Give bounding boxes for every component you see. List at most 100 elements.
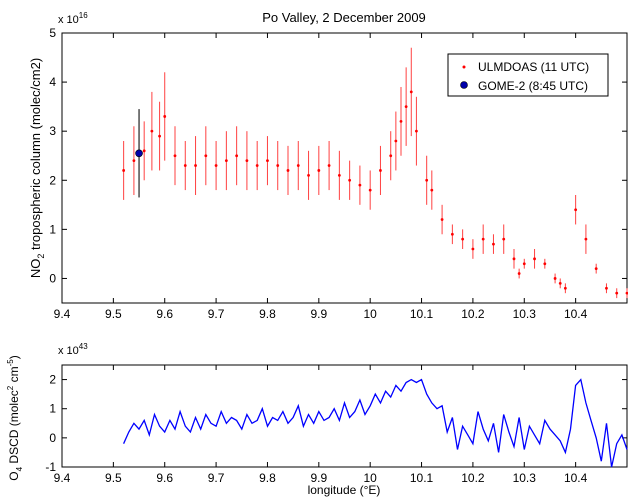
ulmdoas-point <box>158 134 161 138</box>
ulmdoas-point <box>502 237 506 241</box>
x-tick-label-bottom: 10.1 <box>410 471 434 485</box>
ulmdoas-point <box>522 262 526 266</box>
x-tick-label-bottom: 10.4 <box>564 471 588 485</box>
ulmdoas-point <box>481 237 485 241</box>
ulmdoas-point <box>415 129 418 133</box>
y-tick-label-bottom: 2 <box>49 373 56 387</box>
ulmdoas-point <box>389 154 393 158</box>
ulmdoas-point <box>286 169 290 172</box>
bottom-y-axis-label: O4 DSCD (molec2 cm-5) <box>6 355 24 480</box>
ulmdoas-point <box>605 286 608 290</box>
ulmdoas-point <box>173 154 177 158</box>
gome2-point <box>135 149 143 158</box>
ulmdoas-point <box>276 164 280 167</box>
y-tick-label-top: 0 <box>49 271 56 285</box>
top-plot-frame <box>61 32 628 304</box>
ulmdoas-point <box>255 164 259 167</box>
ulmdoas-point <box>543 262 547 266</box>
legend-label-ulmdoas: ULMDOAS (11 UTC) <box>478 60 589 74</box>
x-tick-label-top: 10.4 <box>564 307 588 321</box>
x-tick-label-bottom: 9.7 <box>208 471 225 485</box>
ulmdoas-point <box>430 188 434 192</box>
x-tick-label-top: 10.2 <box>461 307 485 321</box>
ulmdoas-point <box>471 247 475 251</box>
x-tick-label-top: 10 <box>364 307 378 321</box>
ulmdoas-point <box>235 154 239 158</box>
ulmdoas-point <box>224 159 228 163</box>
ulmdoas-point <box>245 159 249 163</box>
y-tick-label-bottom: -1 <box>45 460 56 474</box>
ulmdoas-point <box>615 291 619 295</box>
ulmdoas-point <box>327 164 331 167</box>
ulmdoas-point <box>553 277 557 280</box>
ulmdoas-point <box>379 169 382 172</box>
y-tick-label-top: 1 <box>49 222 56 236</box>
ulmdoas-point <box>399 119 403 123</box>
top-exponent-label: x 1016 <box>58 11 88 26</box>
ulmdoas-point <box>163 115 167 118</box>
ulmdoas-point <box>358 183 362 187</box>
ulmdoas-point <box>450 232 454 236</box>
ulmdoas-point <box>558 281 562 285</box>
x-tick-label-top: 9.9 <box>310 307 327 321</box>
x-tick-label-bottom: 10.3 <box>513 471 537 485</box>
ulmdoas-point <box>517 272 521 275</box>
y-tick-label-top: 2 <box>49 173 56 187</box>
ulmdoas-point <box>132 159 136 163</box>
x-tick-label-top: 10.3 <box>513 307 537 321</box>
ulmdoas-point <box>348 178 352 182</box>
bottom-x-axis: 9.4 9.5 9.6 9.7 9.8 9.9 10 10.1 10.2 10.3 10.4 <box>54 365 588 485</box>
y-tick-label-bottom: 1 <box>49 402 56 416</box>
ulmdoas-point <box>317 169 321 172</box>
ulmdoas-point <box>533 257 536 261</box>
ulmdoas-point <box>337 173 341 177</box>
legend: ULMDOAS (11 UTC) GOME-2 (8:45 UTC) <box>447 53 609 97</box>
ulmdoas-point <box>625 291 628 295</box>
ulmdoas-point <box>563 286 567 290</box>
ulmdoas-point <box>584 237 588 241</box>
x-tick-label-bottom: 9.9 <box>310 471 327 485</box>
bottom-data-series <box>123 378 628 468</box>
ulmdoas-point <box>194 164 197 167</box>
legend-marker-gome2 <box>460 81 468 89</box>
top-y-axis: 0 1 2 3 4 5 <box>49 26 627 285</box>
ulmdoas-point <box>512 257 516 261</box>
ulmdoas-point <box>150 129 154 133</box>
ulmdoas-point <box>296 164 300 167</box>
legend-marker-ulmdoas <box>462 65 466 69</box>
x-tick-label-bottom: 10 <box>364 471 378 485</box>
x-tick-label-bottom: 9.6 <box>156 471 173 485</box>
bottom-plot-frame <box>61 364 628 468</box>
ulmdoas-point <box>440 218 444 221</box>
ulmdoas-point <box>307 173 310 177</box>
x-tick-label-bottom: 9.4 <box>54 471 71 485</box>
top-y-axis-label: NO2 tropospheric column (molec/cm2) <box>28 58 46 278</box>
x-tick-label-top: 9.7 <box>208 307 225 321</box>
ulmdoas-point <box>214 164 218 167</box>
chart-title: Po Valley, 2 December 2009 <box>262 10 426 25</box>
ulmdoas-point <box>122 169 126 172</box>
x-tick-label-bottom: 9.5 <box>105 471 122 485</box>
x-tick-label-bottom: 10.2 <box>461 471 485 485</box>
ulmdoas-point <box>183 164 187 167</box>
y-tick-label-top: 3 <box>49 124 56 138</box>
y-tick-label-top: 5 <box>49 26 56 40</box>
bottom-exponent-label: x 1043 <box>58 342 88 357</box>
y-tick-label-top: 4 <box>49 75 56 89</box>
o4-dscd-line <box>123 378 628 468</box>
x-tick-label-top: 9.8 <box>259 307 276 321</box>
x-tick-label-top: 9.4 <box>54 307 71 321</box>
ulmdoas-point <box>142 149 146 153</box>
x-tick-label-bottom: 9.8 <box>259 471 276 485</box>
legend-box <box>447 53 609 97</box>
ulmdoas-point <box>404 105 408 109</box>
legend-label-gome2: GOME-2 (8:45 UTC) <box>478 79 588 93</box>
ulmdoas-point <box>368 188 372 192</box>
ulmdoas-point <box>461 237 465 241</box>
ulmdoas-point <box>425 178 429 182</box>
x-tick-label-top: 10.1 <box>410 307 434 321</box>
x-tick-label-top: 9.5 <box>105 307 122 321</box>
ulmdoas-point <box>266 159 269 163</box>
bottom-y-axis: -1 0 1 2 <box>45 373 627 474</box>
y-tick-label-bottom: 0 <box>49 431 56 445</box>
